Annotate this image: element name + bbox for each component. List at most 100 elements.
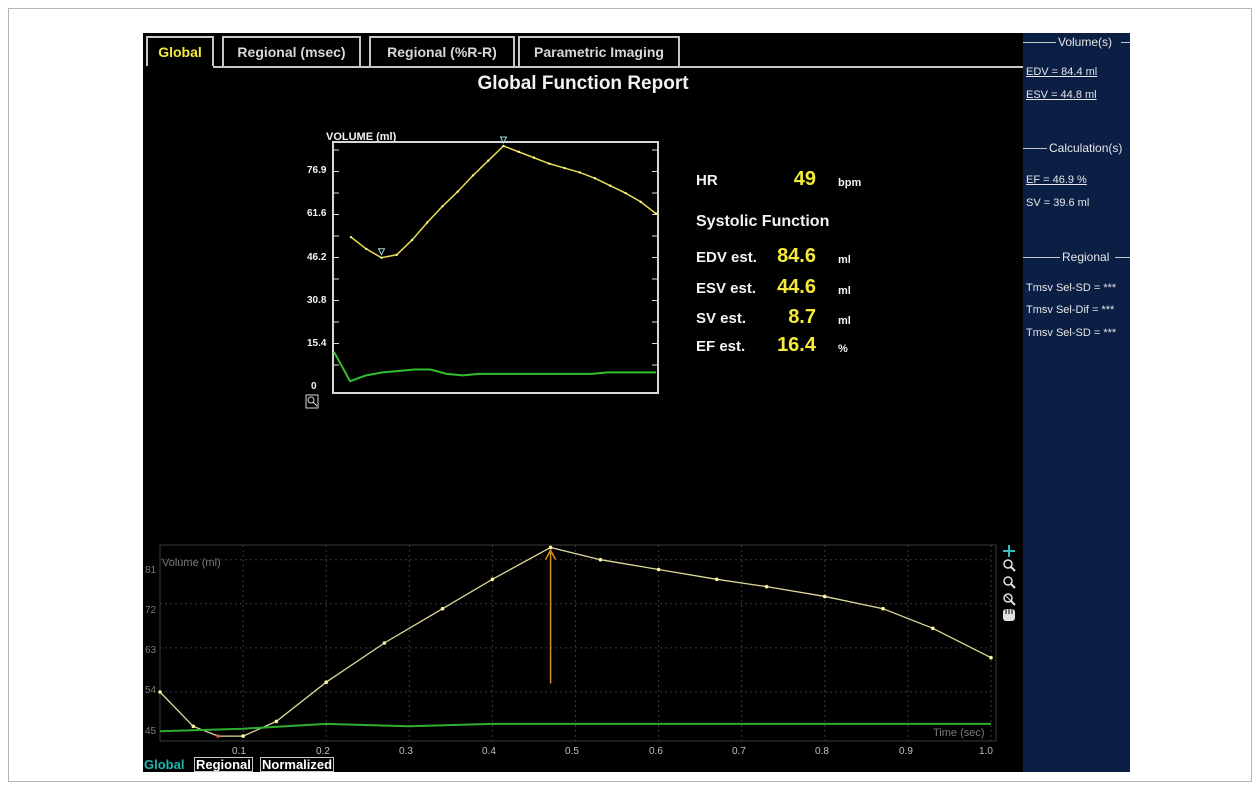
upper-chart-plot-area [332,141,659,394]
x-tick-label: 0.8 [815,746,829,757]
edv-marker [499,136,508,145]
tab-divider [213,66,1023,68]
esv-unit: ml [838,285,851,297]
x-tick-label: 0.1 [232,746,246,757]
data-point [410,238,414,242]
x-tick-label: 0.3 [399,746,413,757]
section-heading: Systolic Function [696,213,830,230]
volumes-heading: Volume(s) [1058,35,1113,49]
tab-normalized-view[interactable]: Normalized [260,757,335,772]
y-tick-label: 30.8 [307,295,327,306]
data-point [382,641,387,645]
ef-link[interactable]: EF = 46.9 % [1026,174,1087,186]
edv-label: EDV est. [696,249,757,266]
data-point [487,159,490,162]
data-point [532,156,536,159]
regional-heading: Regional [1062,250,1110,264]
data-point [517,150,520,154]
report-tabs: Global Regional (msec) Regional (%R-R) P… [143,33,1023,69]
tab-regional-view[interactable]: Regional [194,757,253,772]
sv-value-text: SV = 39.6 ml [1026,197,1090,209]
edv-value: 84.6 [777,245,816,267]
upper-chart-title: VOLUME (ml) [326,131,397,143]
tab-regional-msec[interactable]: Regional (msec) [222,36,361,66]
ef-unit: % [838,343,848,355]
data-point [365,247,368,251]
y-tick-label: 61.6 [307,208,327,219]
y-tick-label: 0 [311,381,317,392]
edv-unit: ml [838,254,851,266]
zoom-out-icon[interactable] [1003,576,1016,589]
data-point [593,177,597,180]
tab-global-view[interactable]: Global [144,757,185,772]
regional-section-header: Regional [1023,250,1130,264]
y-tick-label: 54 [145,685,157,696]
esv-link[interactable]: ESV = 44.8 ml [1026,89,1097,101]
data-point [456,190,459,193]
data-point [931,626,935,631]
data-point [191,724,196,729]
lower-chart-x-label: Time (sec) [933,727,985,739]
y-tick-label: 81 [145,565,157,576]
data-point [441,205,444,208]
hr-label: HR [696,172,718,189]
lower-chart-grid [160,545,992,741]
regional-item: Tmsv Sel-SD = *** [1026,282,1117,294]
data-point [598,557,603,562]
data-point [989,655,993,660]
data-point [471,174,475,177]
tab-global[interactable]: Global [146,36,214,66]
data-point [881,606,885,611]
regional-item: Tmsv Sel-SD = *** [1026,327,1117,339]
x-tick-label: 0.9 [899,746,913,757]
calculations-section-header: Calculation(s) [1023,141,1130,155]
sv-label: SV est. [696,310,747,327]
data-point [380,256,383,259]
volumes-section-header: Volume(s) [1023,35,1130,49]
sv-unit: ml [838,315,851,327]
lower-chart-series [158,545,993,738]
y-tick-label: 76.9 [307,165,327,176]
tab-parametric-imaging[interactable]: Parametric Imaging [518,36,680,66]
lower-volume-chart: Volume (ml) Time (sec) 81 72 63 54 45 0.… [143,542,1023,762]
tab-regional-percent-rr[interactable]: Regional (%R-R) [369,36,515,66]
x-tick-label: 0.7 [732,746,746,757]
ef-label: EF est. [696,338,746,355]
hr-value: 49 [793,168,816,190]
x-tick-label: 1.0 [979,746,993,757]
edv-link[interactable]: EDV = 84.4 ml [1026,66,1098,78]
upper-chart-tick-marks [333,149,658,366]
data-point [158,690,162,694]
lower-chart-x-axis: 0.1 0.2 0.3 0.4 0.5 0.6 0.7 0.8 0.9 1.0 [232,746,993,757]
pan-hand-icon[interactable] [1003,609,1015,621]
zoom-reset-icon[interactable] [1003,593,1016,606]
y-tick-label: 15.4 [307,338,327,349]
ef-value: 16.4 [777,334,816,356]
data-point [490,577,495,582]
lower-chart-y-label: Volume (ml) [162,557,221,569]
calculations-heading: Calculation(s) [1049,141,1123,155]
data-point [395,253,398,256]
x-tick-label: 0.4 [482,746,496,757]
data-point [609,184,612,187]
data-point [426,221,429,224]
regional-item: Tmsv Sel-Dif = *** [1026,304,1115,316]
data-point [578,171,581,174]
esv-label: ESV est. [696,280,757,297]
upper-chart-y-axis: 76.9 61.6 46.2 30.8 15.4 0 [307,165,327,392]
data-point [654,212,658,215]
esv-value: 44.6 [777,276,816,298]
data-point [714,577,719,582]
results-side-panel: Volume(s) EDV = 84.4 ml ESV = 44.8 ml Ca… [1023,33,1130,772]
esv-marker [377,248,386,256]
zoom-fit-icon[interactable] [305,394,319,409]
data-point [639,200,642,204]
x-tick-label: 0.2 [316,746,330,757]
y-tick-label: 63 [145,645,157,656]
volume-series-line [333,351,656,383]
lower-chart-plot-area [159,544,997,742]
zoom-in-icon[interactable] [1003,559,1016,572]
hr-unit: bpm [838,177,862,189]
add-marker-icon[interactable] [1003,545,1015,557]
data-point [548,162,551,165]
